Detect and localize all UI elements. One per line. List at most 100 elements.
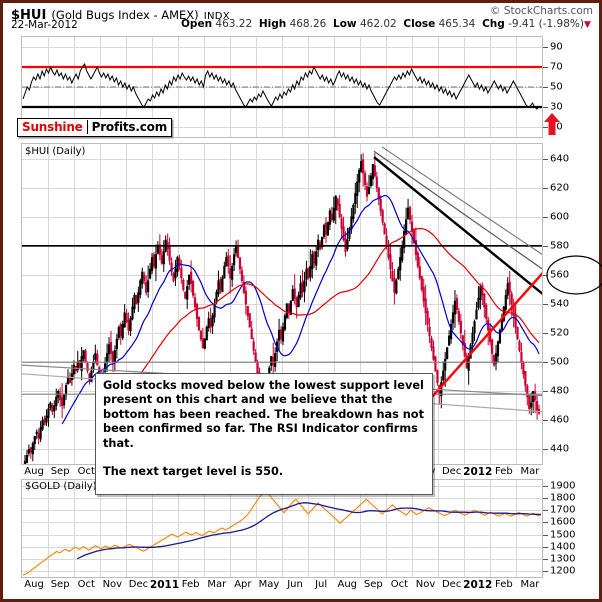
axis-tick-mark [543,216,548,218]
symbol-line: $HUI (Gold Bugs Index - AMEX) INDX [11,4,230,23]
close-label: Close [403,18,436,30]
axis-tick-mark [543,510,548,512]
axis-tick-mark [543,558,548,560]
axis-tick-mark [543,486,548,488]
gold-x-tick-label: 2011 [149,579,180,591]
axis-tick-mark [543,87,548,88]
gold-x-tick-label: Feb [494,579,513,590]
chg-down-arrow-icon: ▼ [583,20,591,30]
gold-x-tick-label: Nov [102,579,123,590]
quote-summary: Open 463.22 High 468.26 Low 462.02 Close… [181,18,591,30]
high-value: 468.26 [289,18,327,30]
gold-price-plot: $GOLD (Daily) [21,479,543,578]
axis-tick-mark [543,47,548,48]
axis-tick-mark [543,274,548,276]
axis-tick-mark [543,158,548,160]
hui-axis-label: 640 [550,153,570,165]
rsi-axis-label: 30 [550,101,563,113]
chart-header: $HUI (Gold Bugs Index - AMEX) INDX © Sto… [3,3,599,35]
chg-value: -9.41 (-1.98%) [508,18,584,30]
low-label: Low [333,18,357,30]
gold-x-tick-label: Sep [363,579,383,590]
gold-x-tick-label: Jul [315,579,328,590]
hui-axis-label: 600 [550,211,570,223]
rsi-y-axis: 90 70 50 30 10 [543,36,602,138]
analysis-callout-box: Gold stocks moved below the lowest suppo… [95,373,433,495]
logo-divider [86,120,88,134]
gold-x-tick-label: Dec [128,579,149,590]
gold-y-axis: 1900 1800 1700 1600 1500 1400 1300 1200 [543,479,602,578]
hui-axis-label: 520 [550,327,570,339]
rsi-line-series [22,37,542,137]
stockcharts-brand: © StockCharts.com [490,5,593,17]
gold-axis-label: 1400 [550,541,576,553]
axis-tick-mark [543,546,548,548]
hui-axis-label: 620 [550,182,570,194]
axis-tick-mark [543,107,548,108]
hui-x-tick-label: Feb [494,466,513,477]
gold-x-tick-label: Dec [441,579,462,590]
hui-x-tick-label: 2012 [463,466,493,478]
hui-axis-label: 560 [550,269,570,281]
open-value: 463.22 [215,18,253,30]
hui-axis-label: 440 [550,443,570,455]
target-level-ellipse-annotation [546,255,602,295]
gold-x-tick-label: Apr [234,579,252,590]
gold-x-tick-label: Feb [181,579,200,590]
gold-x-tick-label: Aug [337,579,358,590]
axis-tick-mark [543,127,548,128]
axis-tick-mark [543,498,548,500]
gold-x-tick-label: Aug [24,579,44,590]
gold-x-tick-label: Mar [520,579,540,590]
axis-tick-mark [543,449,548,451]
logo-profits-text: Profits.com [91,120,168,134]
hui-axis-label: 460 [550,414,570,426]
gold-axis-label: 1900 [550,480,576,492]
gold-axis-label: 1600 [550,516,576,528]
gold-x-tick-label: Sep [50,579,70,590]
gold-axis-label: 1700 [550,504,576,516]
gold-x-tick-label: Oct [77,579,95,590]
sunshine-profits-logo: Sunshine Profits.com [17,118,172,137]
hui-y-axis: 640 620 600 580 560 540 520 500 480 460 440 [543,143,602,465]
hui-x-tick-label: Aug [24,466,44,477]
gold-x-tick-label: May [258,579,280,590]
chart-date: 22-Mar-2012 [11,19,78,31]
axis-tick-mark [543,362,548,364]
symbol-name: (Gold Bugs Index - AMEX) [51,8,199,22]
axis-tick-mark [543,333,548,335]
hui-x-tick-label: Mar [520,466,540,477]
rsi-up-arrow-icon [543,113,561,135]
chg-label: Chg [482,18,505,30]
gold-x-tick-label: Mar [207,579,227,590]
open-label: Open [181,18,213,30]
symbol-type: INDX [203,11,230,22]
gold-axis-label: 1300 [550,553,576,565]
hui-axis-label: 580 [550,240,570,252]
axis-tick-mark [543,570,548,572]
axis-tick-mark [543,245,548,247]
hui-axis-label: 540 [550,298,570,310]
logo-sunshine-text: Sunshine [22,120,83,134]
hui-plot-title: $HUI (Daily) [25,146,86,157]
hui-axis-label: 480 [550,385,570,397]
close-value: 465.34 [438,18,476,30]
hui-x-tick-label: Sep [50,466,70,477]
symbol-ticker: $HUI [11,8,47,23]
axis-tick-mark [543,187,548,189]
low-value: 462.02 [359,18,397,30]
hui-x-tick-label: Dec [441,466,462,477]
axis-tick-mark [543,67,548,68]
rsi-axis-label: 50 [550,81,563,93]
gold-x-tick-label: Oct [390,579,409,590]
gold-plot-title: $GOLD (Daily) [25,481,97,492]
high-label: High [258,18,287,30]
axis-tick-mark [543,534,548,536]
callout-paragraph-1: Gold stocks moved below the lowest suppo… [103,379,424,450]
gold-axis-label: 1200 [550,565,576,577]
gold-x-tick-label: Jun [287,579,303,590]
gold-x-axis: Aug Sep Oct Nov Dec 2011 Feb Mar Apr May Jun Jul Aug… [21,579,543,593]
axis-tick-mark [543,304,548,305]
gold-axis-label: 1500 [550,529,576,541]
